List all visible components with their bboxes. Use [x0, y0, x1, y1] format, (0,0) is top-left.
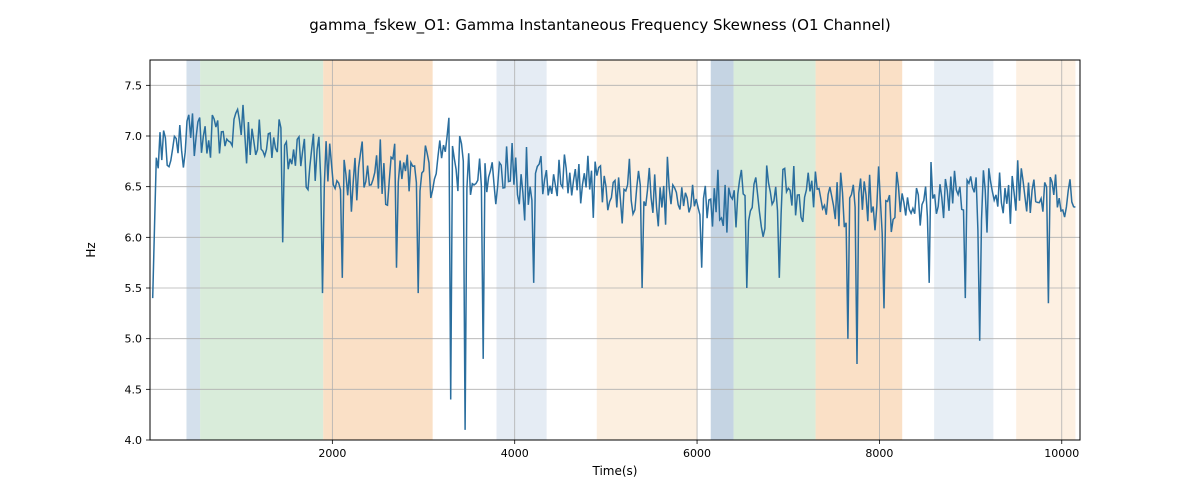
x-axis-ticks: 2000 4000 6000 8000 10000	[318, 440, 1079, 460]
x-tick-label: 2000	[318, 447, 346, 460]
background-band	[496, 60, 546, 440]
y-axis-label: Hz	[84, 242, 98, 257]
y-tick-label: 4.5	[125, 383, 143, 396]
y-tick-label: 6.5	[125, 181, 143, 194]
y-axis-ticks: 4.0 4.5 5.0 5.5 6.0 6.5 7.0 7.5	[125, 79, 151, 447]
x-tick-label: 4000	[501, 447, 529, 460]
x-tick-label: 6000	[683, 447, 711, 460]
y-tick-label: 7.5	[125, 79, 143, 92]
timeseries-chart: gamma_fskew_O1: Gamma Instantaneous Freq…	[0, 0, 1200, 500]
plot-area: 2000 4000 6000 8000 10000 4.0 4.5 5.0 5.5 6.0 6.5…	[125, 60, 1081, 460]
y-tick-label: 7.0	[125, 130, 143, 143]
background-band	[323, 60, 432, 440]
background-band	[200, 60, 323, 440]
background-band	[711, 60, 734, 440]
y-tick-label: 5.5	[125, 282, 143, 295]
y-tick-label: 5.0	[125, 333, 143, 346]
y-tick-label: 4.0	[125, 434, 143, 447]
chart-title: gamma_fskew_O1: Gamma Instantaneous Freq…	[309, 16, 890, 35]
background-band	[1016, 60, 1075, 440]
background-band	[597, 60, 697, 440]
x-axis-label: Time(s)	[592, 464, 638, 478]
background-bands	[186, 60, 1075, 440]
x-tick-label: 10000	[1044, 447, 1079, 460]
x-tick-label: 8000	[865, 447, 893, 460]
y-tick-label: 6.0	[125, 231, 143, 244]
